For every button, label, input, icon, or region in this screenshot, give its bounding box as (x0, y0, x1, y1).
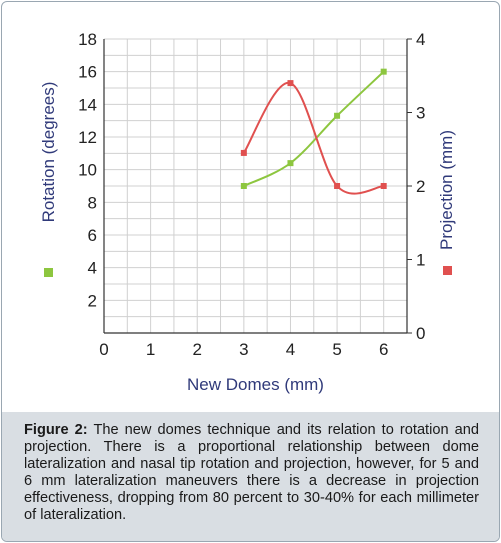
left-tick-label: 18 (78, 30, 97, 49)
left-axis-legend-marker (44, 268, 53, 277)
left-tick-label: 12 (78, 128, 97, 147)
left-tick-label: 10 (78, 161, 97, 180)
left-tick-label: 6 (88, 226, 97, 245)
x-tick-label: 0 (99, 340, 108, 359)
x-tick-label: 5 (332, 340, 341, 359)
left-tick-label: 2 (88, 291, 97, 310)
right-axis-label: Projection (mm) (437, 130, 456, 250)
caption-text: The new domes technique and its relation… (24, 422, 479, 523)
projection-series-point (287, 80, 294, 87)
x-axis-label: New Domes (mm) (187, 375, 324, 394)
caption-label: Figure 2: (24, 422, 88, 438)
x-tick-label: 3 (239, 340, 248, 359)
rotation-series-point (287, 160, 294, 167)
x-tick-label: 4 (286, 340, 295, 359)
right-tick-label: 4 (416, 30, 425, 49)
x-tick-label: 6 (379, 340, 388, 359)
figure-caption: Figure 2: The new domes technique and it… (2, 412, 499, 541)
projection-series-point (240, 149, 247, 156)
right-axis-legend-marker (443, 266, 452, 275)
left-tick-label: 4 (88, 259, 97, 278)
projection-series-point (380, 183, 387, 189)
projection-series-line (242, 82, 384, 195)
right-tick-label: 3 (416, 104, 425, 123)
right-tick-label: 1 (416, 251, 425, 270)
rotation-series-point (334, 112, 341, 119)
projection-series-point (334, 183, 341, 189)
left-tick-label: 8 (88, 193, 97, 212)
left-axis-label: Rotation (degrees) (39, 82, 58, 223)
right-tick-label: 0 (416, 324, 425, 343)
right-tick-label: 2 (416, 177, 425, 196)
x-tick-label: 1 (146, 340, 155, 359)
rotation-series-point (380, 68, 387, 75)
rotation-series-point (240, 183, 247, 189)
chart-area: 0 1 2 3 4 5 6 2 4 6 8 10 12 14 16 18 0 1 2 3 4 New Domes (mm)… (2, 2, 499, 412)
left-tick-label: 16 (78, 63, 97, 82)
left-tick-label: 14 (78, 95, 97, 114)
x-tick-label: 2 (192, 340, 201, 359)
